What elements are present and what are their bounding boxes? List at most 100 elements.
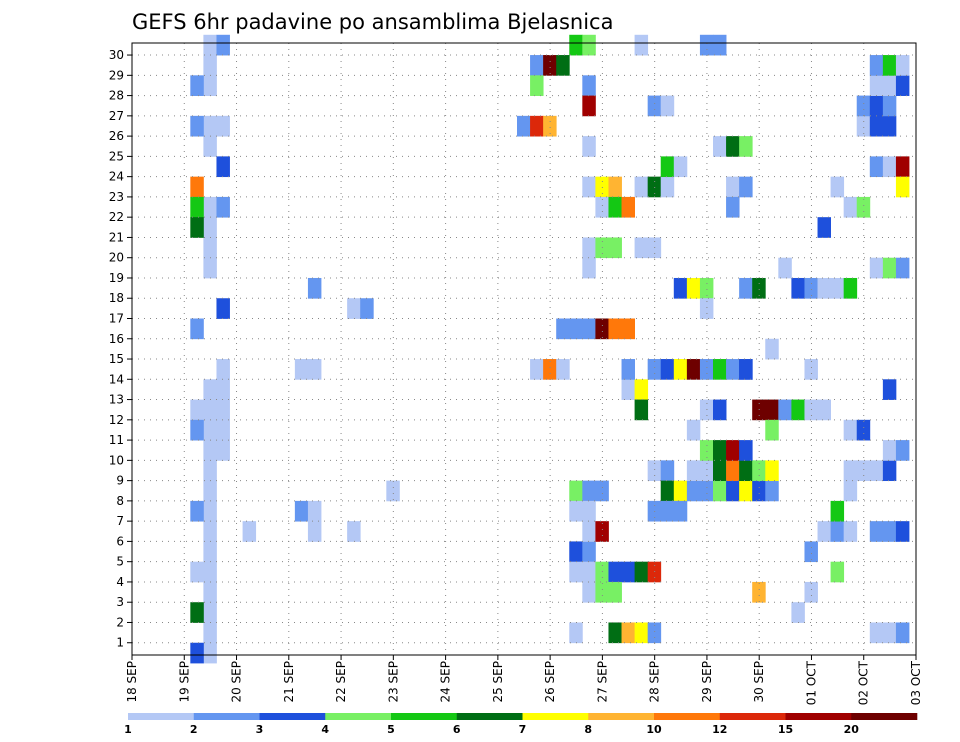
legend-label: 5: [387, 723, 395, 736]
heatmap-cell: [882, 55, 897, 76]
heatmap-cell: [739, 440, 753, 461]
heatmap-cell: [634, 176, 649, 198]
heatmap-cell: [307, 500, 322, 522]
x-axis-ticks: 18 SEP 19 SEP 20 SEP 21 SEP 22 SEP 23 SEP 24 S…: [125, 655, 923, 705]
heatmap-cell: [882, 95, 897, 117]
heatmap-cell: [699, 480, 714, 502]
heatmap-cell: [582, 75, 596, 96]
heatmap-cell: [608, 318, 622, 340]
y-tick-label: 13: [109, 393, 124, 407]
heatmap-cell: [294, 500, 309, 522]
heatmap-cell: [882, 75, 897, 96]
heatmap-cell: [647, 359, 662, 380]
heatmap-cell: [307, 521, 322, 542]
heatmap-cell: [869, 95, 884, 117]
x-tick-label: 30 SEP: [752, 661, 766, 703]
heatmap-cell: [882, 440, 897, 461]
y-tick-label: 3: [116, 595, 124, 609]
heatmap-cell: [530, 75, 544, 96]
heatmap-cell: [621, 359, 635, 380]
heatmap-cell: [543, 55, 557, 76]
heatmap-cell: [686, 277, 701, 299]
heatmap-cell: [686, 419, 701, 441]
heatmap-cell: [582, 136, 596, 157]
heatmap-cell: [752, 581, 766, 603]
heatmap-cell: [634, 399, 649, 421]
x-tick-label: 22 SEP: [334, 661, 348, 703]
y-tick-label: 16: [109, 332, 124, 346]
y-tick-label: 2: [116, 615, 124, 629]
heatmap-cell: [673, 500, 688, 522]
y-tick-label: 21: [109, 230, 124, 244]
heatmap-cell: [307, 277, 322, 299]
y-tick-label: 7: [116, 514, 124, 528]
heatmap-cell: [190, 196, 204, 218]
heatmap-cell: [739, 176, 753, 198]
heatmap-cell: [660, 500, 675, 522]
heatmap-cell: [830, 176, 845, 198]
heatmap-cell: [791, 602, 805, 623]
heatmap-cell: [699, 440, 714, 461]
heatmap-cell: [699, 298, 714, 319]
heatmap-cell: [895, 55, 910, 76]
heatmap-cell: [595, 480, 609, 502]
heatmap-cell: [856, 419, 871, 441]
x-tick-label: 03 OCT: [909, 660, 923, 705]
heatmap-cell: [569, 500, 583, 522]
heatmap-cell: [569, 541, 583, 563]
x-tick-label: 28 SEP: [648, 661, 662, 703]
x-tick-label: 18 SEP: [125, 661, 139, 703]
heatmap-cell: [804, 359, 818, 380]
heatmap-cell: [582, 176, 596, 198]
heatmap-cell: [882, 521, 897, 542]
y-tick-label: 30: [109, 48, 124, 62]
heatmap-cell: [713, 399, 727, 421]
heatmap-cell: [203, 379, 217, 400]
heatmap-cell: [882, 115, 897, 137]
y-tick-label: 26: [109, 129, 124, 143]
heatmap-cell: [726, 176, 740, 198]
heatmap-cell: [726, 440, 740, 461]
heatmap-cell: [843, 521, 858, 542]
heatmap-cell: [660, 176, 675, 198]
heatmap-cell: [294, 359, 309, 380]
heatmap-cell: [830, 561, 845, 583]
heatmap-cell: [216, 379, 230, 400]
color-legend: 1 2 3 4 5 6 7 8 10 12 15 20: [124, 713, 918, 736]
heatmap-cell: [216, 399, 230, 421]
heatmap-cells: [190, 34, 910, 664]
heatmap-cell: [608, 176, 622, 198]
heatmap-cell: [869, 75, 884, 96]
heatmap-cell: [360, 298, 374, 319]
heatmap-cell: [843, 277, 858, 299]
heatmap-cell: [660, 480, 675, 502]
heatmap-cell: [817, 217, 831, 238]
heatmap-cell: [203, 500, 217, 522]
y-tick-label: 5: [116, 555, 124, 569]
heatmap-cell: [647, 95, 662, 117]
heatmap-cell: [856, 115, 871, 137]
heatmap-cell: [203, 419, 217, 441]
heatmap-cell: [791, 399, 805, 421]
heatmap-cell: [739, 480, 753, 502]
heatmap-cell: [569, 318, 583, 340]
heatmap-cell: [347, 521, 361, 542]
heatmap-cell: [882, 460, 897, 482]
heatmap-cell: [739, 460, 753, 482]
y-tick-label: 1: [116, 636, 124, 650]
heatmap-cell: [778, 399, 792, 421]
legend-swatch: [193, 713, 260, 720]
heatmap-cell: [190, 399, 204, 421]
y-tick-label: 25: [109, 149, 124, 163]
legend-swatch: [391, 713, 458, 720]
heatmap-cell: [869, 156, 884, 178]
heatmap-cell: [543, 115, 557, 137]
heatmap-cell: [739, 277, 753, 299]
heatmap-cell: [726, 136, 740, 157]
chart-title: GEFS 6hr padavine po ansamblima Bjelasni…: [132, 10, 613, 34]
y-tick-label: 12: [109, 413, 124, 427]
heatmap-cell: [726, 460, 740, 482]
heatmap-cell: [765, 460, 779, 482]
x-tick-label: 21 SEP: [282, 661, 296, 703]
